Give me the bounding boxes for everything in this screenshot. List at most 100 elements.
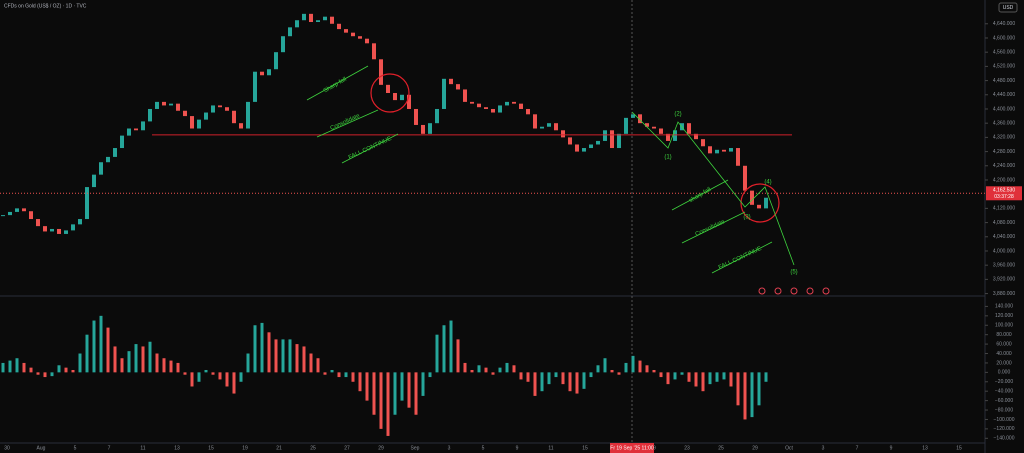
candle [652, 126, 656, 129]
time-label: 29 [378, 445, 384, 451]
candle [533, 114, 537, 129]
candle [624, 117, 628, 134]
highlight-circle [370, 73, 410, 113]
candle [225, 107, 229, 111]
wave-label: (3) [743, 215, 750, 221]
histogram-bar [743, 372, 747, 420]
wave-label: (4) [764, 180, 771, 186]
histogram-bar [330, 370, 334, 373]
time-label: 23 [684, 445, 690, 451]
candle [148, 108, 152, 122]
candle [281, 36, 285, 53]
candle [435, 108, 439, 124]
candle [421, 124, 425, 134]
time-label: 27 [344, 445, 350, 451]
histogram-bar [603, 358, 607, 373]
candle [358, 36, 362, 39]
candle [64, 230, 68, 234]
histogram-bar [134, 344, 138, 373]
candle [554, 123, 558, 131]
histogram-bar [372, 372, 376, 415]
candle [218, 105, 222, 108]
time-label: 19 [242, 445, 248, 451]
histogram-bar [197, 372, 201, 382]
histogram-bar [106, 327, 110, 373]
histogram-bar [757, 372, 761, 406]
histogram-bar [211, 372, 215, 375]
icon[interactable] [790, 287, 798, 295]
osc-tick-label: −120.000 [994, 426, 1015, 432]
time-label: 11 [548, 445, 553, 451]
histogram-bar [729, 372, 733, 387]
histogram-bar [519, 372, 523, 380]
histogram-bar [141, 346, 145, 373]
highlight-circle [740, 183, 780, 223]
candle [15, 208, 19, 212]
histogram-bar [323, 372, 327, 375]
time-label: 5 [482, 445, 485, 451]
candle [113, 148, 117, 157]
histogram-bar [85, 334, 89, 373]
osc-tick-label: 60.000 [996, 341, 1012, 347]
histogram-bar [176, 362, 180, 373]
histogram-bar [316, 358, 320, 373]
histogram-bar [540, 372, 544, 392]
candle [386, 84, 390, 94]
annotation-arrow [341, 133, 399, 164]
histogram-bar [547, 372, 551, 385]
icon[interactable] [806, 287, 814, 295]
candle [337, 23, 341, 30]
candle [197, 119, 201, 129]
histogram-bar [302, 346, 306, 373]
histogram-bar [701, 372, 705, 392]
price-tick-label: 3,920.000 [993, 277, 1015, 283]
candle [29, 211, 33, 220]
annotation-arrow [306, 65, 369, 101]
icon[interactable] [758, 287, 766, 295]
candle [645, 123, 649, 127]
candle [519, 103, 523, 109]
candle [204, 112, 208, 120]
histogram-bar [148, 341, 152, 373]
histogram-bar [358, 372, 362, 392]
candle [428, 123, 432, 134]
histogram-bar [281, 339, 285, 373]
osc-tick-label: 100.000 [995, 323, 1013, 329]
candle [617, 133, 621, 149]
candle [99, 162, 103, 175]
candle [309, 13, 313, 23]
histogram-bar [71, 370, 75, 373]
histogram-bar [491, 372, 495, 375]
histogram-bar [337, 372, 341, 378]
currency[interactable]: USD [1003, 5, 1014, 11]
candle [582, 148, 586, 152]
price-tick-label: 4,000.000 [993, 248, 1015, 254]
histogram-bar [162, 358, 166, 373]
candle [442, 78, 446, 109]
annotation-arrow [671, 179, 729, 211]
candle [540, 126, 544, 129]
histogram-bar [295, 344, 299, 373]
wave-path [631, 111, 795, 266]
candle [400, 94, 404, 101]
histogram-bar [708, 372, 712, 385]
candle [561, 130, 565, 138]
icon[interactable] [774, 287, 782, 295]
histogram-bar [246, 353, 250, 373]
icon[interactable] [822, 287, 830, 295]
candle [92, 174, 96, 188]
candle [1, 215, 5, 217]
candle [162, 101, 166, 106]
crosshair-badge [610, 443, 654, 453]
candle [127, 128, 131, 136]
histogram-bar [22, 362, 26, 373]
candle [701, 139, 705, 147]
currency-box[interactable] [998, 2, 1018, 13]
wave-label: (1) [664, 155, 671, 161]
time-label: 29 [752, 445, 758, 451]
osc-tick-label: 120.000 [995, 313, 1013, 319]
annotation-arrow [711, 241, 773, 274]
candle [169, 103, 173, 106]
candle [78, 219, 82, 225]
